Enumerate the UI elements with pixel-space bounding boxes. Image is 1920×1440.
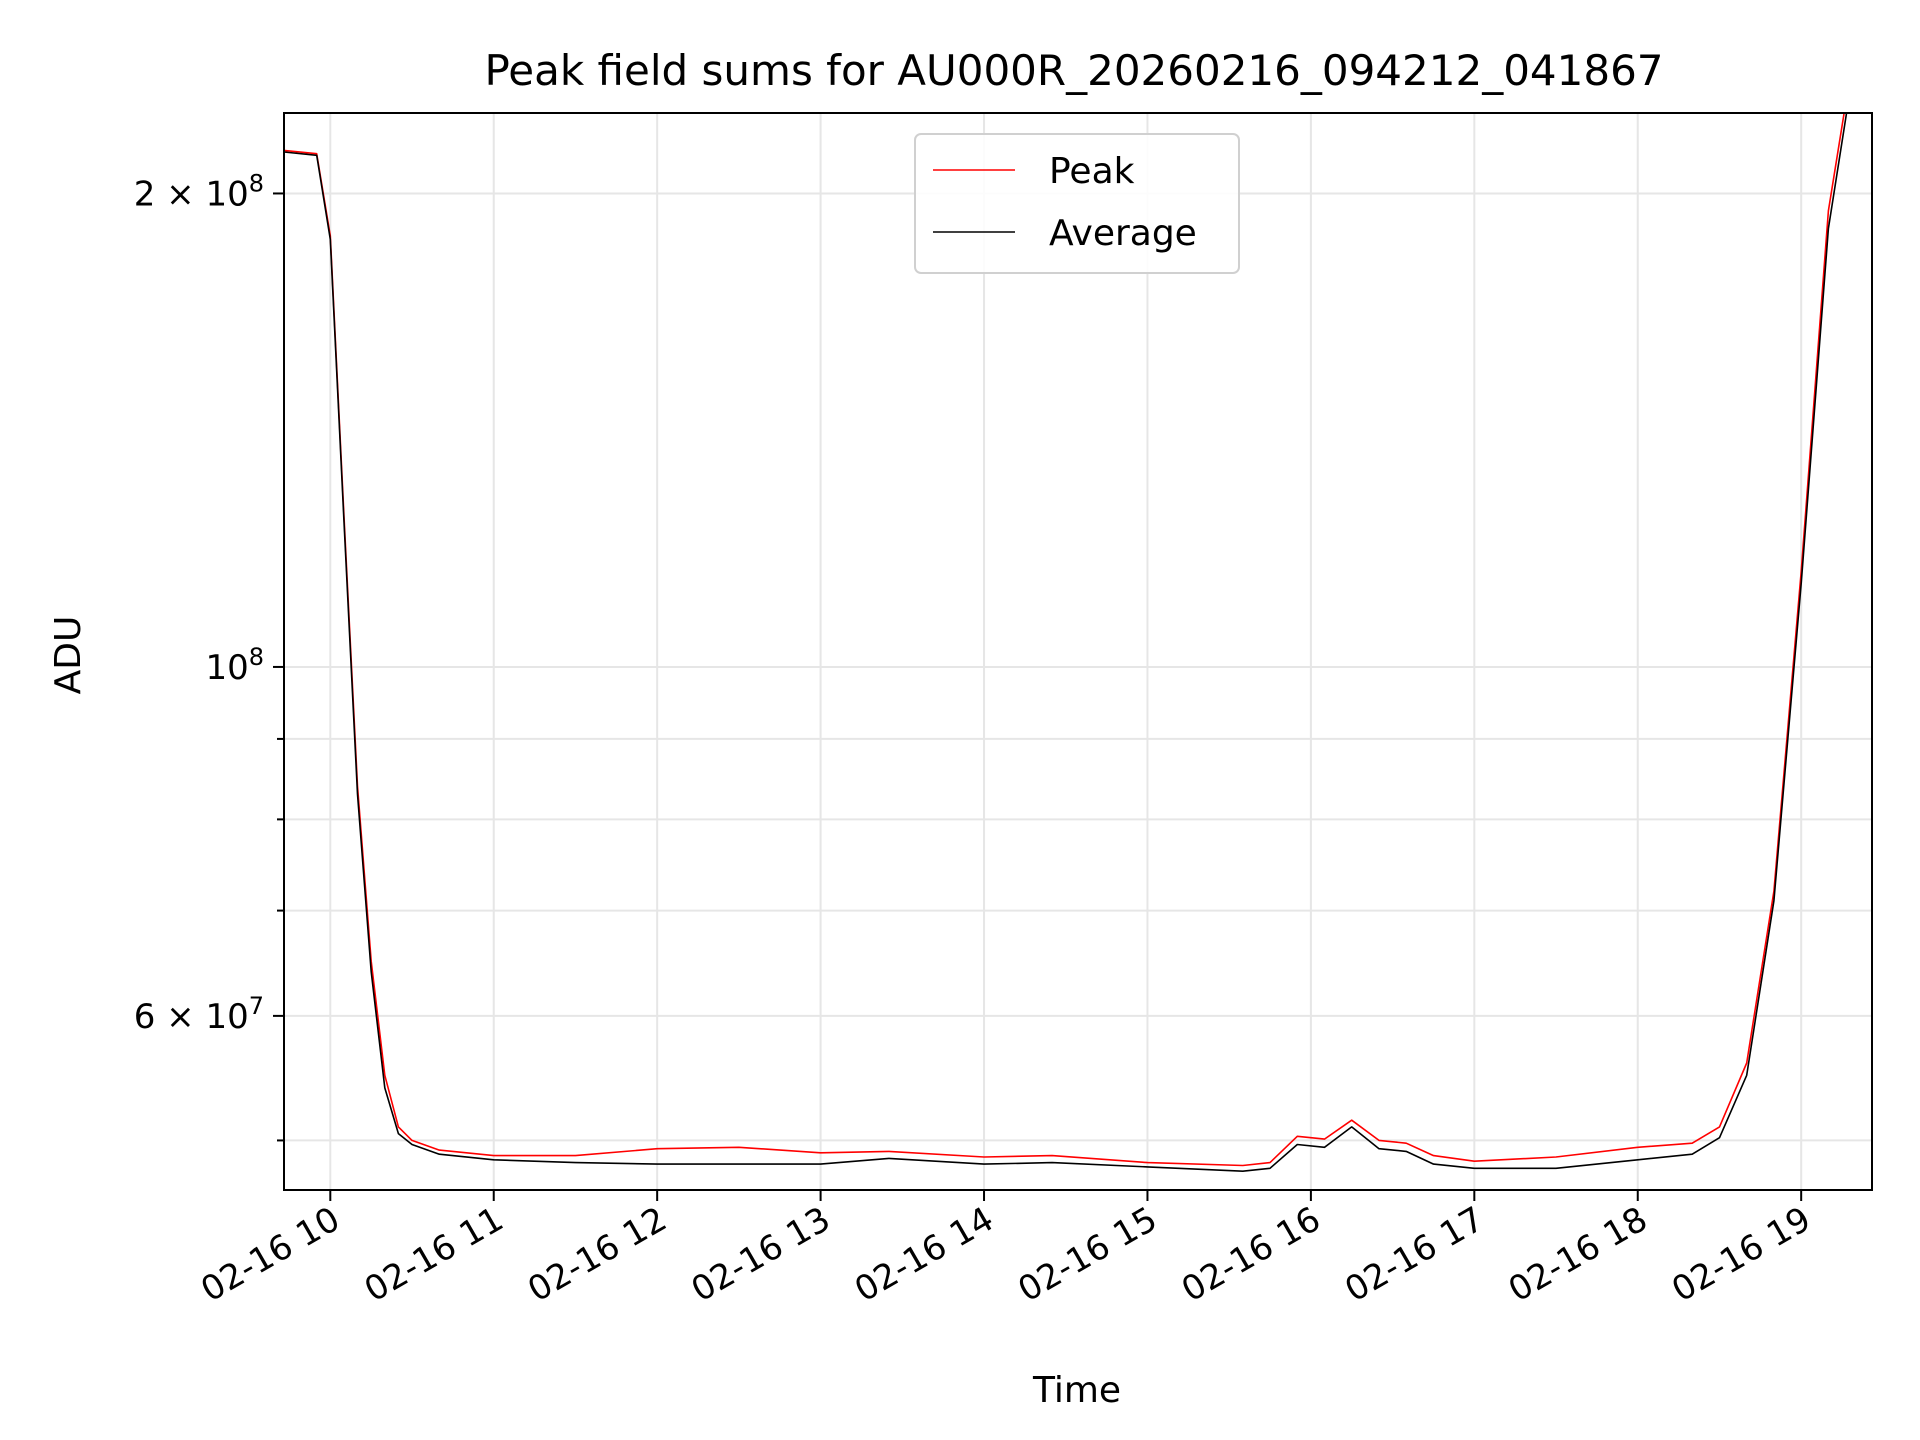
grid [284,113,1872,1190]
series-layer [284,113,1848,1172]
chart-title: Peak field sums for AU000R_20260216_0942… [484,46,1663,95]
x-tick-label: 02-16 17 [1338,1199,1490,1310]
x-tick-label: 02-16 18 [1502,1199,1654,1310]
x-tick-label: 02-16 19 [1665,1199,1817,1310]
series-line-peak [284,113,1845,1167]
legend: Peak Average [914,133,1240,274]
x-tick-label: 02-16 10 [194,1199,346,1310]
x-tick-label: 02-16 13 [685,1199,837,1310]
legend-label-average: Average [1049,213,1197,254]
legend-label-peak: Peak [1049,151,1135,192]
y-tick-label: 2 × 108 [134,169,264,214]
series-line-average [284,113,1848,1172]
x-tick-label: 02-16 14 [848,1199,1000,1310]
x-axis-label: Time [1032,1370,1121,1411]
y-tick-label: 6 × 107 [134,992,264,1037]
legend-box [914,133,1240,274]
plot-frame [283,112,1873,1191]
x-tick-label: 02-16 11 [358,1199,510,1310]
x-tick-label: 02-16 12 [521,1199,673,1310]
x-tick-label: 02-16 16 [1175,1199,1327,1310]
y-axis-label: ADU [48,616,89,695]
x-tick-label: 02-16 15 [1012,1199,1164,1310]
y-tick-label: 108 [205,643,264,688]
